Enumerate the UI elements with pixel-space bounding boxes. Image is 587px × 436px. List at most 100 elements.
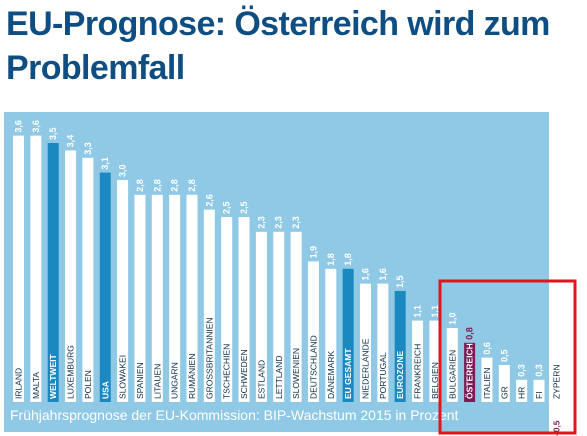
category-label: TSCHECHIEN (222, 344, 232, 399)
value-label: 0,3 (534, 364, 544, 377)
bar-slowakei (117, 180, 129, 402)
bar-lettland (273, 231, 285, 402)
category-label: LETTLAND (274, 356, 284, 399)
category-label: EUROZONE (395, 351, 405, 400)
value-label: 0,5 (499, 349, 509, 362)
category-label: HR (517, 387, 527, 399)
value-label: 0,3 (517, 364, 527, 377)
bar-estland (255, 231, 267, 402)
bar-spanien (134, 194, 146, 402)
value-label: 1,6 (361, 268, 371, 281)
category-label: USA (100, 381, 110, 399)
value-label: 1,6 (378, 268, 388, 281)
value-label: 2,6 (204, 194, 214, 207)
bar-eu-gesamt (342, 268, 354, 402)
chart-caption: Frühjahrsprognose der EU-Kommission: BIP… (10, 407, 459, 423)
value-label: 3,5 (48, 127, 58, 140)
value-label: 2,5 (239, 201, 249, 214)
bar-portugal (377, 283, 389, 402)
bar-frankreich (412, 320, 424, 402)
category-label: BELGIEN (430, 362, 440, 399)
value-label: 2,8 (170, 179, 180, 192)
value-label: 2,8 (135, 179, 145, 192)
category-label: UNGARN (170, 362, 180, 399)
value-label: 3,0 (118, 164, 128, 177)
category-label: LUXEMBURG (66, 345, 76, 399)
category-label: SPANIEN (135, 362, 145, 399)
category-label: BULGARIEN (447, 350, 457, 399)
bar-niederlande (360, 283, 371, 402)
value-label: 2,8 (152, 179, 162, 192)
category-label: WELTWEIT (48, 354, 58, 399)
value-label: 2,3 (274, 216, 284, 229)
bar-malta (30, 135, 42, 402)
value-label: 1,0 (447, 312, 457, 325)
bars-group: IRLAND 3,6 MALTA 3,6 WELTWEIT 3,5 LUXEMBURG 3,4… (13, 120, 562, 436)
category-label: ESTLAND (256, 360, 266, 399)
value-label: 3,3 (83, 142, 93, 155)
category-label: GR (499, 386, 509, 399)
value-label: 3,1 (100, 157, 110, 170)
bar-fi (533, 379, 545, 402)
highlight-box (438, 279, 577, 435)
bar-italien (481, 357, 493, 402)
category-label: SCHWEDEN (239, 349, 249, 399)
value-label: 1,8 (326, 253, 336, 266)
bar-österreich (464, 342, 476, 402)
category-label: ÖSTERREICH (465, 343, 475, 399)
category-label: ITALIEN (482, 368, 492, 400)
bar-polen (82, 157, 94, 402)
bar-schweden (238, 217, 250, 402)
bar-weltweit (47, 143, 59, 402)
category-label: GROSSBRITANNIEN (204, 317, 214, 399)
value-label: 1,8 (343, 253, 353, 266)
category-label: FI (534, 391, 544, 399)
bar-luxemburg (65, 150, 77, 402)
category-label: PORTUGAL (378, 352, 388, 399)
page-title: EU-Prognose: Österreich wird zum Problem… (6, 5, 550, 87)
value-label: 1,9 (308, 246, 318, 259)
category-label: POLEN (83, 370, 93, 399)
bar-eurozone (394, 291, 406, 402)
category-label: SLOWENIEN (291, 348, 301, 399)
category-label: FRANKREICH (413, 344, 423, 399)
bar-rumänien (186, 194, 198, 402)
bar-hr (516, 379, 528, 402)
bar-litauen (151, 194, 163, 402)
category-label: LITAUEN (152, 364, 162, 399)
category-label: MALTA (31, 372, 41, 399)
category-label: NIEDERLANDE (361, 338, 371, 399)
value-label: 1,5 (395, 275, 405, 288)
bar-usa (99, 172, 111, 402)
value-label: 2,8 (187, 179, 197, 192)
category-label: IRLAND (14, 368, 24, 399)
category-label: ZYPERN (551, 365, 561, 399)
bar-bulgarien (446, 328, 458, 402)
category-label: DEUTSCHLAND (308, 335, 318, 399)
value-label: 0,8 (465, 327, 475, 340)
value-label: 2,3 (291, 216, 301, 229)
category-label: RUMÄNIEN (187, 354, 197, 399)
category-label: EU GESAMT (343, 348, 353, 399)
category-label: DÄNEMARK (326, 350, 336, 399)
value-label: 2,5 (222, 201, 232, 214)
bar-zypern (550, 402, 562, 436)
bar-grossbritannien (203, 209, 215, 402)
value-label: 1,1 (430, 305, 440, 318)
bar-dänemark (325, 268, 337, 402)
bar-belgien (429, 320, 441, 402)
value-label: 1,1 (413, 305, 423, 318)
bar-ungarn (169, 194, 181, 402)
value-label: 3,6 (31, 120, 41, 133)
value-label: 3,4 (66, 135, 76, 148)
value-label: –0,5 (551, 420, 561, 436)
bar-irland (13, 135, 24, 402)
value-label: 2,3 (256, 216, 266, 229)
bar-gr (498, 365, 510, 402)
value-label: 3,6 (14, 120, 24, 133)
value-label: 0,6 (482, 342, 492, 355)
bar-tschechien (221, 217, 233, 402)
category-label: SLOWAKEI (118, 355, 128, 399)
bar-slowenien (290, 231, 302, 402)
